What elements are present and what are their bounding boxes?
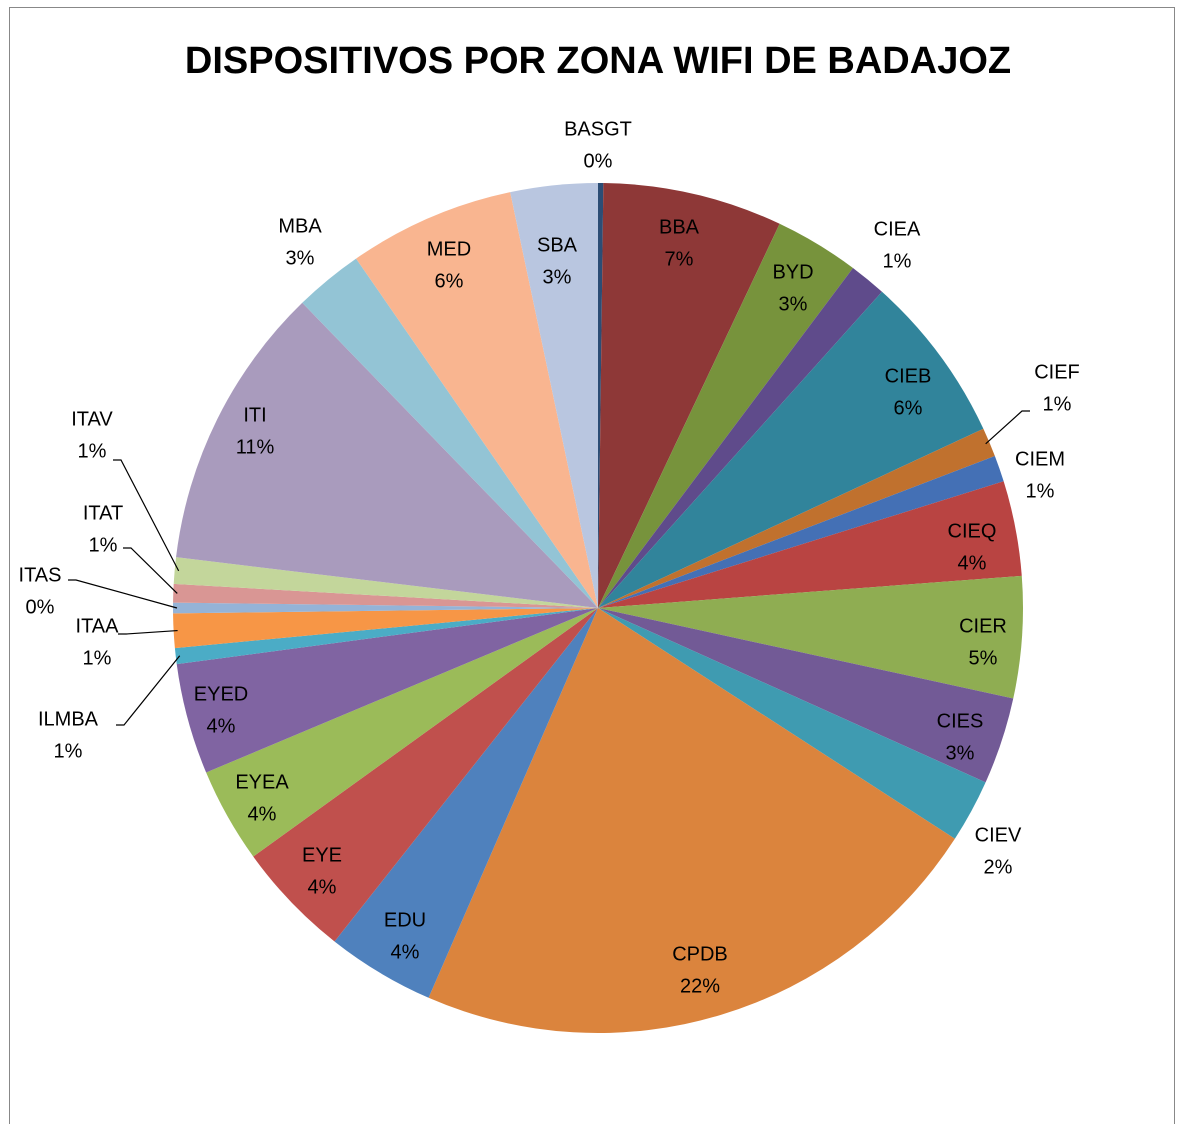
slice-value-label: 4% (308, 876, 337, 898)
slice-label: MED (427, 238, 471, 260)
slice-label: CIER (959, 615, 1007, 637)
leader-line (113, 459, 180, 572)
leader-line (123, 547, 178, 594)
slice-label: EYEA (235, 771, 289, 793)
slice-label: BBA (659, 216, 700, 238)
pie-slice (176, 302, 599, 608)
slice-value-label: 4% (958, 552, 987, 574)
pie-slice (598, 455, 1004, 608)
slice-value-label: 0% (584, 150, 613, 172)
pie-slice (302, 258, 598, 608)
slice-value-label: 1% (883, 250, 912, 272)
slice-value-label: 4% (391, 941, 420, 963)
slice-label: EYED (194, 683, 248, 705)
pie-slice (334, 608, 598, 998)
slice-label: CIEM (1015, 448, 1065, 470)
pie-slice (428, 608, 955, 1033)
slice-label: ITAS (19, 564, 62, 586)
pie-slice (598, 608, 1014, 783)
slice-label: SBA (537, 234, 578, 256)
slice-label: EYE (302, 844, 342, 866)
slice-value-label: 1% (1043, 393, 1072, 415)
pie-slice (598, 291, 984, 608)
pie-slice (173, 583, 599, 608)
pie-slice (598, 608, 986, 839)
pie-slice (173, 557, 598, 608)
slice-value-label: 0% (26, 596, 55, 618)
pie-slice (356, 192, 598, 608)
slice-value-label: 2% (984, 856, 1013, 878)
slice-label: ILMBA (38, 708, 99, 730)
slice-label: ITAA (76, 615, 120, 637)
slice-label: CPDB (672, 943, 728, 965)
slice-label: ITI (243, 404, 266, 426)
pie-slice (598, 183, 780, 609)
slice-value-label: 1% (54, 740, 83, 762)
leader-line (116, 655, 181, 726)
pie-slice (598, 481, 1022, 608)
slice-value-label: 22% (680, 975, 720, 997)
slice-label: CIEQ (948, 520, 997, 542)
pie-slice (174, 608, 598, 665)
pie-slice (598, 267, 882, 608)
slice-label: CIEB (885, 365, 932, 387)
slice-value-label: 6% (894, 397, 923, 419)
slice-value-label: 7% (665, 248, 694, 270)
pie-slice (173, 608, 599, 649)
slice-value-label: 4% (207, 715, 236, 737)
pie-slice (176, 608, 598, 773)
leader-line (985, 410, 1030, 445)
slice-value-label: 1% (78, 440, 107, 462)
slice-value-label: 5% (969, 647, 998, 669)
pie-slice (253, 608, 598, 942)
slice-value-label: 6% (435, 270, 464, 292)
slice-value-label: 3% (286, 247, 315, 269)
slice-value-label: 3% (946, 742, 975, 764)
slice-label: CIEF (1034, 361, 1080, 383)
slice-label: EDU (384, 909, 426, 931)
pie-slice (598, 575, 1024, 699)
slice-value-label: 4% (248, 803, 277, 825)
slice-value-label: 1% (89, 534, 118, 556)
slice-value-label: 1% (83, 647, 112, 669)
pie-slice (598, 428, 995, 608)
chart-title: DISPOSITIVOS POR ZONA WIFI DE BADAJOZ (185, 40, 1011, 82)
slice-label: CIES (937, 710, 984, 732)
pie-slice (510, 183, 598, 608)
slice-label: CIEV (975, 824, 1022, 846)
pie-slice (598, 183, 604, 608)
slice-label: ITAT (83, 502, 123, 524)
slice-label: ITAV (71, 408, 113, 430)
slice-label: CIEA (874, 218, 921, 240)
slice-value-label: 11% (236, 436, 275, 458)
slice-label: BASGT (564, 118, 632, 140)
slice-label: BYD (772, 261, 813, 283)
pie-slice (206, 608, 598, 857)
slice-value-label: 1% (1026, 480, 1055, 502)
slice-label: MBA (278, 215, 322, 237)
slice-value-label: 3% (779, 293, 808, 315)
leader-line (68, 579, 178, 609)
slice-value-label: 3% (543, 266, 572, 288)
pie-slice (598, 223, 853, 608)
leader-line (118, 629, 178, 635)
pie-slice (172, 602, 598, 614)
